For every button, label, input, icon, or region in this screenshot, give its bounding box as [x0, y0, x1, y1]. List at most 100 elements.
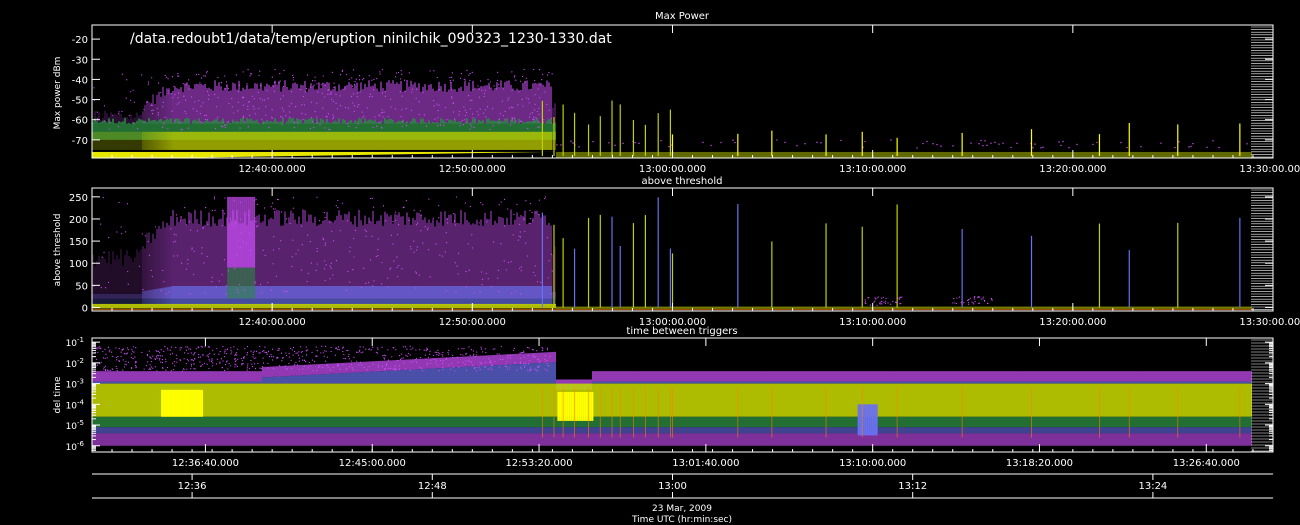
scatter-point — [330, 267, 332, 269]
scatter-point — [316, 196, 318, 198]
scatter-point — [185, 224, 187, 226]
scatter-point — [864, 140, 866, 143]
scatter-point — [185, 83, 187, 85]
scatter-point — [117, 125, 120, 128]
scatter-point — [634, 141, 636, 144]
scatter-point — [242, 117, 245, 119]
scatter-point — [330, 93, 332, 95]
scatter-point — [467, 243, 469, 245]
scatter-point — [533, 109, 536, 111]
scatter-point — [499, 113, 501, 115]
scatter-point — [239, 127, 241, 129]
scatter-point — [302, 118, 304, 121]
scatter-point — [369, 93, 372, 95]
scatter-point — [972, 302, 974, 304]
scatter-point — [510, 106, 513, 108]
scatter-point — [389, 268, 391, 270]
scatter-point — [205, 114, 207, 116]
scatter-point — [570, 140, 572, 142]
scatter-point — [177, 97, 179, 99]
scatter-point — [142, 289, 144, 291]
scatter-point — [311, 80, 314, 82]
scatter-point — [268, 126, 270, 129]
scatter-point — [255, 220, 257, 223]
scatter-point — [485, 272, 487, 275]
scatter-point — [372, 206, 375, 208]
scatter-point — [314, 80, 316, 82]
scatter-point — [402, 121, 404, 123]
scatter-point — [538, 213, 540, 216]
scatter-point — [840, 139, 842, 142]
scatter-point — [978, 296, 981, 298]
scatter-point — [316, 247, 318, 250]
scatter-point — [381, 92, 384, 94]
scatter-point — [346, 73, 348, 76]
scatter-point — [292, 197, 295, 199]
scatter-point — [525, 77, 527, 79]
scatter-point — [940, 145, 942, 147]
scatter-point — [455, 196, 458, 198]
scatter-point — [316, 263, 318, 265]
scatter-point — [329, 93, 331, 95]
scatter-point — [352, 102, 354, 104]
scatter-point — [417, 222, 419, 224]
scatter-point — [529, 209, 531, 212]
scatter-point — [213, 196, 216, 198]
scatter-point — [247, 108, 249, 110]
scatter-point — [257, 91, 259, 93]
scatter-point — [125, 231, 127, 233]
scatter-point — [364, 229, 366, 231]
scatter-point — [900, 302, 902, 305]
scatter-point — [214, 127, 217, 130]
y-tick-label: 250 — [69, 193, 88, 204]
scatter-point — [980, 298, 982, 300]
scatter-point — [1160, 142, 1162, 144]
scatter-point — [339, 230, 341, 232]
scatter-point — [329, 221, 331, 223]
scatter-point — [322, 75, 324, 77]
scatter-point — [363, 115, 365, 117]
scatter-point — [864, 299, 866, 301]
scatter-point — [250, 250, 252, 252]
scatter-point — [295, 106, 297, 108]
scatter-point — [188, 79, 190, 81]
scatter-point — [546, 74, 549, 76]
scatter-point — [211, 209, 214, 212]
scatter-point — [489, 87, 491, 89]
scatter-point — [248, 114, 251, 116]
scatter-point — [518, 91, 520, 93]
scatter-point — [324, 279, 326, 282]
scatter-point — [289, 111, 291, 113]
scatter-point — [462, 124, 465, 126]
scatter-point — [501, 100, 503, 102]
scatter-point — [337, 207, 339, 209]
scatter-point — [377, 249, 379, 251]
scatter-point — [426, 229, 428, 231]
scatter-point — [381, 283, 383, 285]
scatter-point — [93, 99, 96, 102]
scatter-point — [285, 115, 287, 117]
scatter-point — [167, 128, 169, 130]
scatter-point — [293, 127, 295, 129]
scatter-point — [285, 290, 287, 293]
scatter-point — [546, 104, 548, 106]
scatter-point — [519, 267, 521, 269]
scatter-point — [437, 125, 439, 127]
above-threshold-ylabel: above threshold — [53, 214, 63, 287]
scatter-point — [1126, 146, 1128, 149]
scatter-point — [511, 117, 513, 119]
scatter-point — [365, 235, 367, 237]
scatter-point — [433, 105, 435, 107]
scatter-point — [968, 299, 970, 301]
scatter-point — [998, 143, 1000, 145]
scatter-point — [324, 84, 326, 86]
scatter-point — [198, 73, 200, 75]
scatter-point — [272, 263, 274, 265]
scatter-point — [281, 107, 283, 109]
scatter-point — [874, 297, 876, 299]
y-tick-label: -50 — [72, 96, 88, 107]
x-tick-label: 12:50:00.000 — [439, 317, 506, 328]
scatter-point — [346, 122, 348, 125]
scatter-point — [513, 117, 515, 119]
scatter-point — [445, 241, 448, 244]
